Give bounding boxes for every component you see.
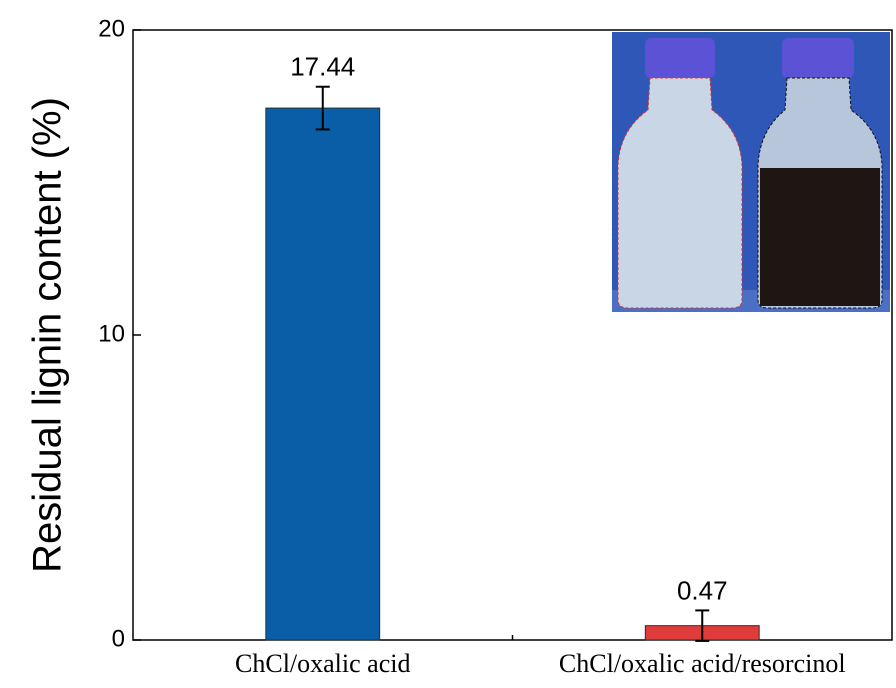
x-tick-label: ChCl/oxalic acid/resorcinol: [559, 649, 846, 678]
y-tick-label: 0: [112, 625, 125, 652]
dark-liquid: [760, 168, 880, 306]
chart: Residual lignin content (%) 0 10 20 ChCl/ox…: [0, 0, 896, 688]
y-axis-label: Residual lignin content (%): [26, 97, 70, 573]
value-label: 17.44: [290, 52, 355, 82]
x-tick-label: ChCl/oxalic acid: [235, 649, 410, 678]
y-tick-label: 20: [98, 15, 125, 42]
bar: [266, 108, 380, 640]
value-label: 0.47: [677, 575, 728, 605]
inset-photo: [612, 32, 890, 312]
y-tick-label: 10: [98, 320, 125, 347]
bottle-cap: [782, 38, 854, 78]
bottle-cap: [645, 38, 715, 78]
